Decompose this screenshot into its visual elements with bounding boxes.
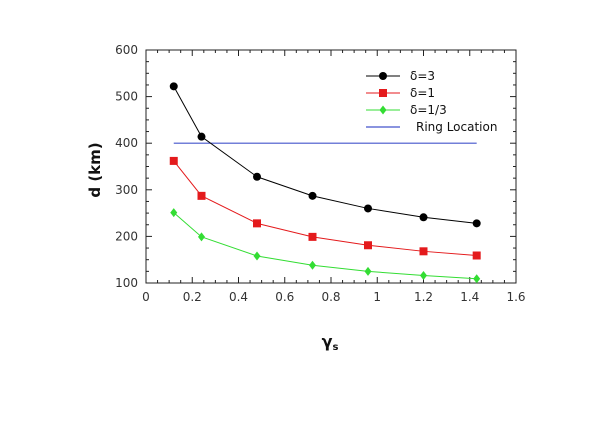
data-point	[170, 208, 178, 218]
x-tick-label: 1.4	[460, 290, 479, 304]
legend-marker	[379, 105, 387, 115]
data-point	[472, 251, 481, 260]
x-axis-title: γs	[322, 332, 339, 353]
x-tick-label: 0.8	[321, 290, 340, 304]
x-tick-label: 0.2	[183, 290, 202, 304]
data-point	[364, 204, 372, 213]
data-point	[309, 260, 316, 270]
x-tick-label: 0.4	[229, 290, 248, 304]
y-tick-label: 600	[115, 43, 138, 57]
data-point	[419, 213, 428, 222]
data-point	[308, 232, 317, 241]
data-point	[253, 251, 261, 261]
y-tick-label: 400	[115, 136, 138, 150]
x-tick-label: 0.6	[275, 290, 294, 304]
legend-label: Ring Location	[416, 120, 497, 134]
legend: δ=3 δ=1 δ=1/3 Ring Location	[366, 69, 497, 134]
x-tick-label: 1.6	[506, 290, 525, 304]
series-line-1	[173, 160, 477, 257]
series-layer	[169, 82, 481, 284]
data-point	[364, 241, 372, 250]
x-tick-label: 0	[142, 290, 150, 304]
axes: 0 0.2 0.4 0.6 0.8 1 1.2 1.4 1.6 100 200 300 400 500 60…	[115, 43, 525, 304]
data-point	[419, 247, 428, 256]
x-axis-title-main: γ	[322, 332, 333, 351]
legend-marker	[379, 72, 387, 80]
data-point	[198, 232, 205, 242]
data-point	[169, 82, 178, 91]
data-point	[473, 274, 481, 284]
legend-label: δ=3	[410, 69, 435, 83]
y-axis-title: d (km)	[86, 142, 104, 197]
data-point	[420, 271, 427, 281]
data-point	[364, 266, 372, 276]
plot-frame	[145, 49, 517, 284]
x-tick-label: 1	[373, 290, 381, 304]
data-point	[197, 191, 206, 200]
legend-marker	[379, 89, 387, 97]
x-axis-title-subscript: s	[332, 342, 338, 353]
data-point	[253, 219, 261, 228]
data-point	[169, 156, 178, 165]
y-tick-label: 100	[115, 276, 138, 290]
legend-label: δ=1	[410, 86, 435, 100]
x-tick-label: 1.2	[414, 290, 433, 304]
data-point	[472, 219, 481, 228]
y-tick-label: 500	[115, 90, 138, 104]
series-line-2	[173, 212, 477, 280]
legend-label: δ=1/3	[410, 103, 447, 117]
y-tick-label: 300	[115, 183, 138, 197]
data-point	[197, 132, 206, 141]
y-tick-label: 200	[115, 229, 138, 243]
data-point	[308, 191, 317, 200]
data-point	[253, 172, 261, 181]
